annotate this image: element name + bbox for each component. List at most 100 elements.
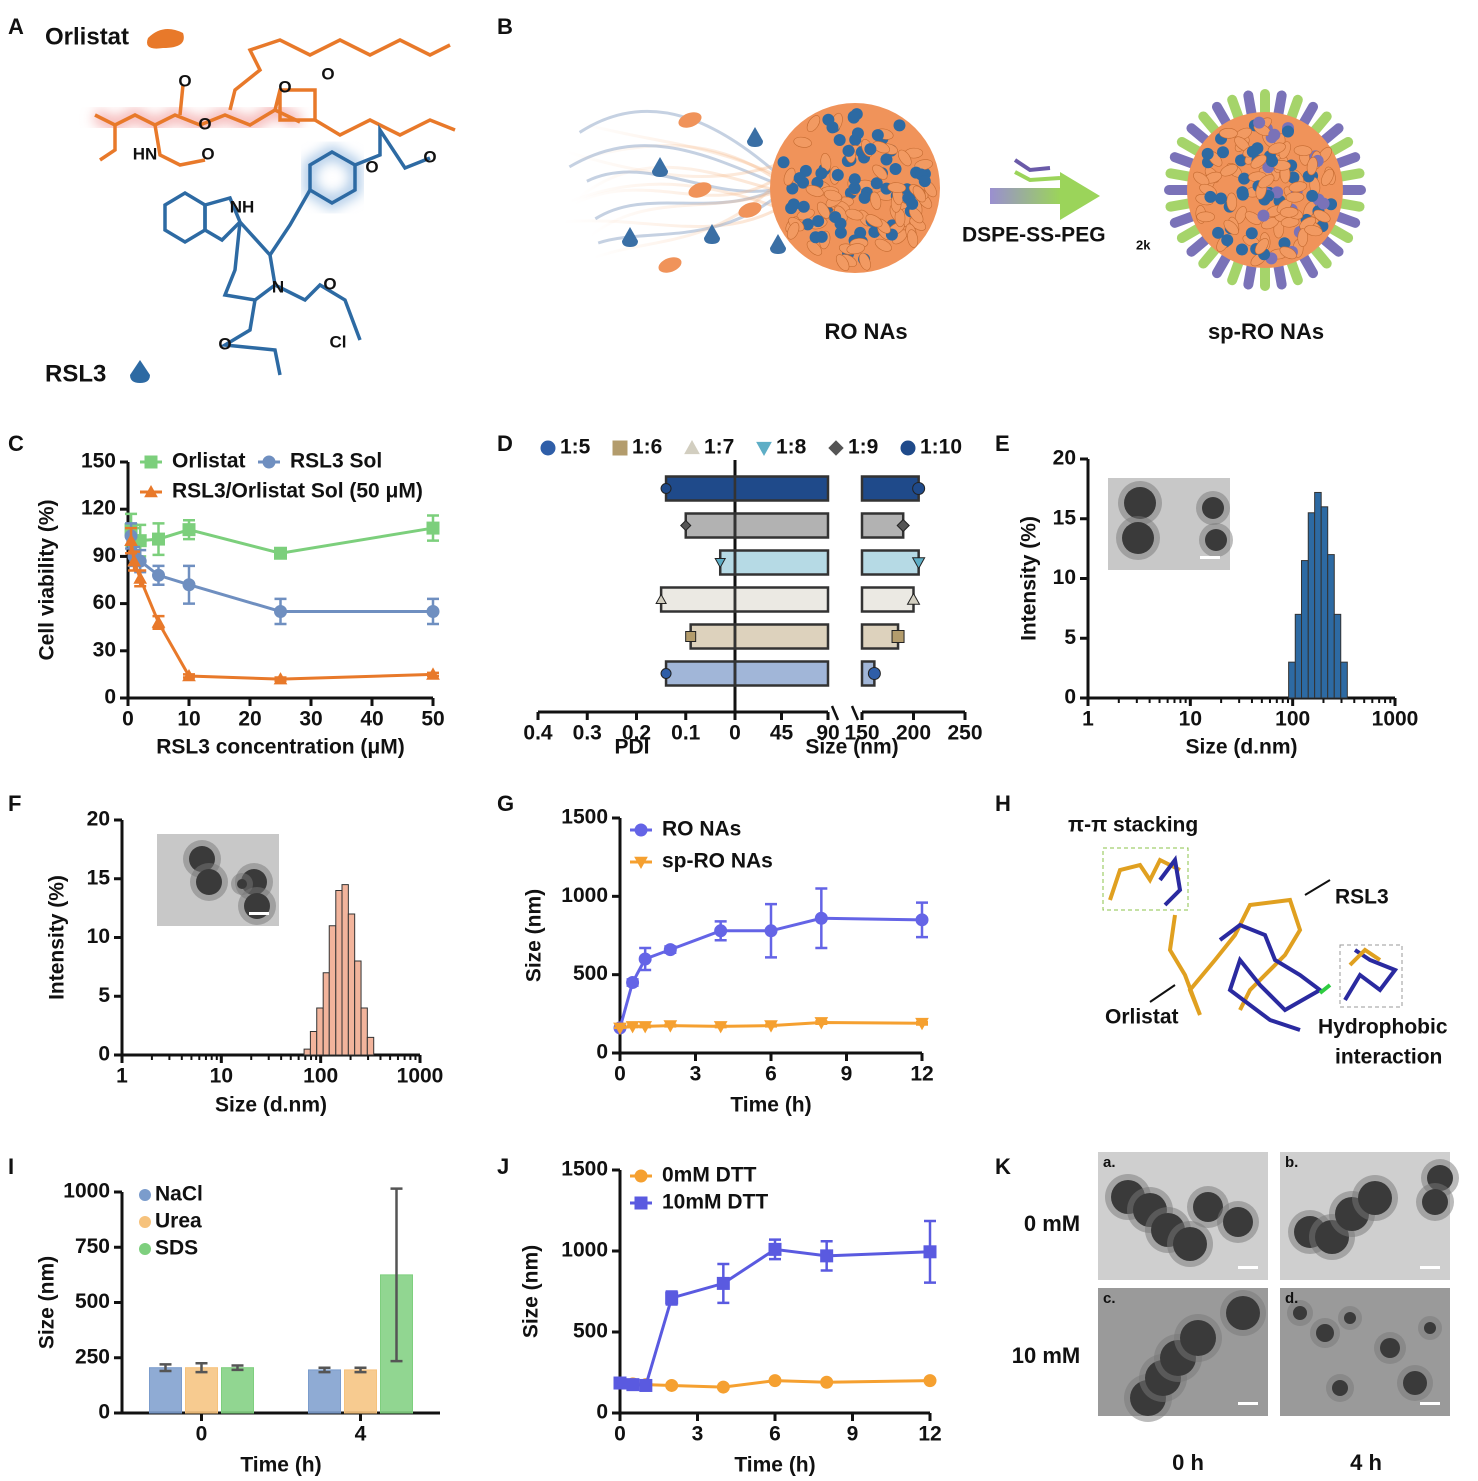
x-tick-label: 50 <box>421 708 444 731</box>
pdi-bar <box>684 512 737 539</box>
scale-bar <box>1238 1402 1258 1405</box>
x-axis-label: Size (nm) <box>805 736 898 759</box>
marker <box>127 554 141 567</box>
rsl3-particle <box>870 177 883 190</box>
marker <box>274 546 287 560</box>
orlistat-particle <box>688 182 712 198</box>
particle <box>196 869 222 895</box>
rsl3-particle <box>1253 116 1266 129</box>
rsl3-particle <box>847 111 860 124</box>
rsl3-particle <box>1257 209 1270 222</box>
streak <box>573 167 791 206</box>
marker <box>665 1291 679 1305</box>
panel-label: E <box>995 431 1010 456</box>
annotation: Orlistat <box>1105 1006 1179 1029</box>
x-axis-label: PDI <box>614 736 649 759</box>
orlistat-particle <box>1297 228 1309 247</box>
histogram-bar <box>316 1007 324 1056</box>
x-tick-label: 6 <box>769 1423 781 1446</box>
atom-label: O <box>278 77 291 96</box>
rsl3-particle <box>1281 125 1294 138</box>
compound-label: RSL3 <box>45 360 106 387</box>
x-tick-label: 0.4 <box>523 722 553 745</box>
rsl3-particle <box>858 191 871 204</box>
orlistat-particle <box>874 238 892 252</box>
marker <box>144 455 158 469</box>
rsl3-particle <box>1217 146 1230 159</box>
orlistat-particle <box>870 191 882 210</box>
orlistat-particle <box>1267 142 1286 155</box>
x-axis-label: Size (d.nm) <box>1185 736 1297 759</box>
orlistat-particle <box>845 208 864 221</box>
x-tick-label: 9 <box>841 1063 853 1086</box>
particle <box>1223 1207 1253 1237</box>
x-axis-label: Size (d.nm) <box>215 1094 327 1117</box>
annotation: RSL3 <box>1335 886 1389 909</box>
atom-label: O <box>218 334 231 353</box>
y-tick-label: 1000 <box>63 1180 110 1203</box>
marker <box>820 1249 834 1263</box>
reagent-subscript: 2k <box>1136 237 1151 252</box>
marker <box>634 1196 648 1210</box>
marker <box>915 913 929 927</box>
rsl3-particle <box>1236 188 1249 201</box>
rsl3-particle <box>815 167 828 180</box>
rsl3-particle <box>812 215 825 228</box>
y-axis-label: Cell viability (%) <box>36 499 59 660</box>
orlistat-particle <box>887 182 907 193</box>
marker <box>923 1245 937 1259</box>
x-tick-label: 9 <box>847 1423 859 1446</box>
orlistat-particle <box>1304 225 1323 237</box>
histogram-bar <box>1327 554 1335 699</box>
orlistat-particle <box>872 164 888 180</box>
rsl3-particle <box>880 153 893 166</box>
marker <box>634 1169 648 1183</box>
bar <box>149 1367 182 1414</box>
legend-marker <box>139 1189 151 1201</box>
panel-label: H <box>995 791 1011 816</box>
legend-label: 1:10 <box>920 436 962 459</box>
legend-label: SDS <box>155 1237 198 1260</box>
orlistat-particle <box>872 141 890 154</box>
x-tick-label: 0 <box>614 1423 626 1446</box>
marker <box>613 1376 627 1390</box>
y-tick-label: 10 <box>1053 566 1076 589</box>
legend-label: 1:5 <box>560 436 591 459</box>
marker <box>660 483 672 494</box>
atom-label: O <box>321 64 334 83</box>
particle <box>1344 1312 1356 1324</box>
legend-marker <box>139 1243 151 1255</box>
orlistat-particle <box>1293 145 1313 157</box>
y-tick-label: 1000 <box>561 884 608 907</box>
orlistat-particle <box>805 185 824 197</box>
streak <box>586 170 791 193</box>
histogram-bar <box>303 1048 311 1056</box>
rsl3-particle <box>1287 171 1300 184</box>
marker <box>716 1276 730 1290</box>
legend-marker <box>139 1216 151 1228</box>
marker <box>426 604 440 618</box>
x-tick-label: 0 <box>196 1423 208 1446</box>
streak <box>563 200 791 229</box>
x-tick-label: 4 <box>355 1423 367 1446</box>
y-tick-label: 0 <box>98 1043 110 1066</box>
orlistat-particle <box>1196 211 1215 223</box>
y-tick-label: 0 <box>1064 686 1076 709</box>
particle <box>1205 529 1227 551</box>
reagent-label: DSPE-SS-PEG <box>962 224 1106 247</box>
marker <box>626 1378 640 1392</box>
y-tick-label: 10 <box>87 925 110 948</box>
rsl3-particle <box>1266 155 1279 168</box>
x-tick-label: 0.2 <box>622 722 651 745</box>
panel-label: G <box>497 791 514 816</box>
marker <box>714 924 728 938</box>
marker <box>655 593 667 604</box>
atom-label: O <box>178 71 191 90</box>
orlistat-particle <box>1219 128 1238 139</box>
marker <box>639 1378 653 1392</box>
scale-bar <box>249 912 269 915</box>
legend-label: Urea <box>155 1210 202 1233</box>
x-tick-label: 200 <box>896 722 931 745</box>
orlistat-particle <box>1254 238 1269 255</box>
legend-label: RSL3 Sol <box>290 450 382 473</box>
